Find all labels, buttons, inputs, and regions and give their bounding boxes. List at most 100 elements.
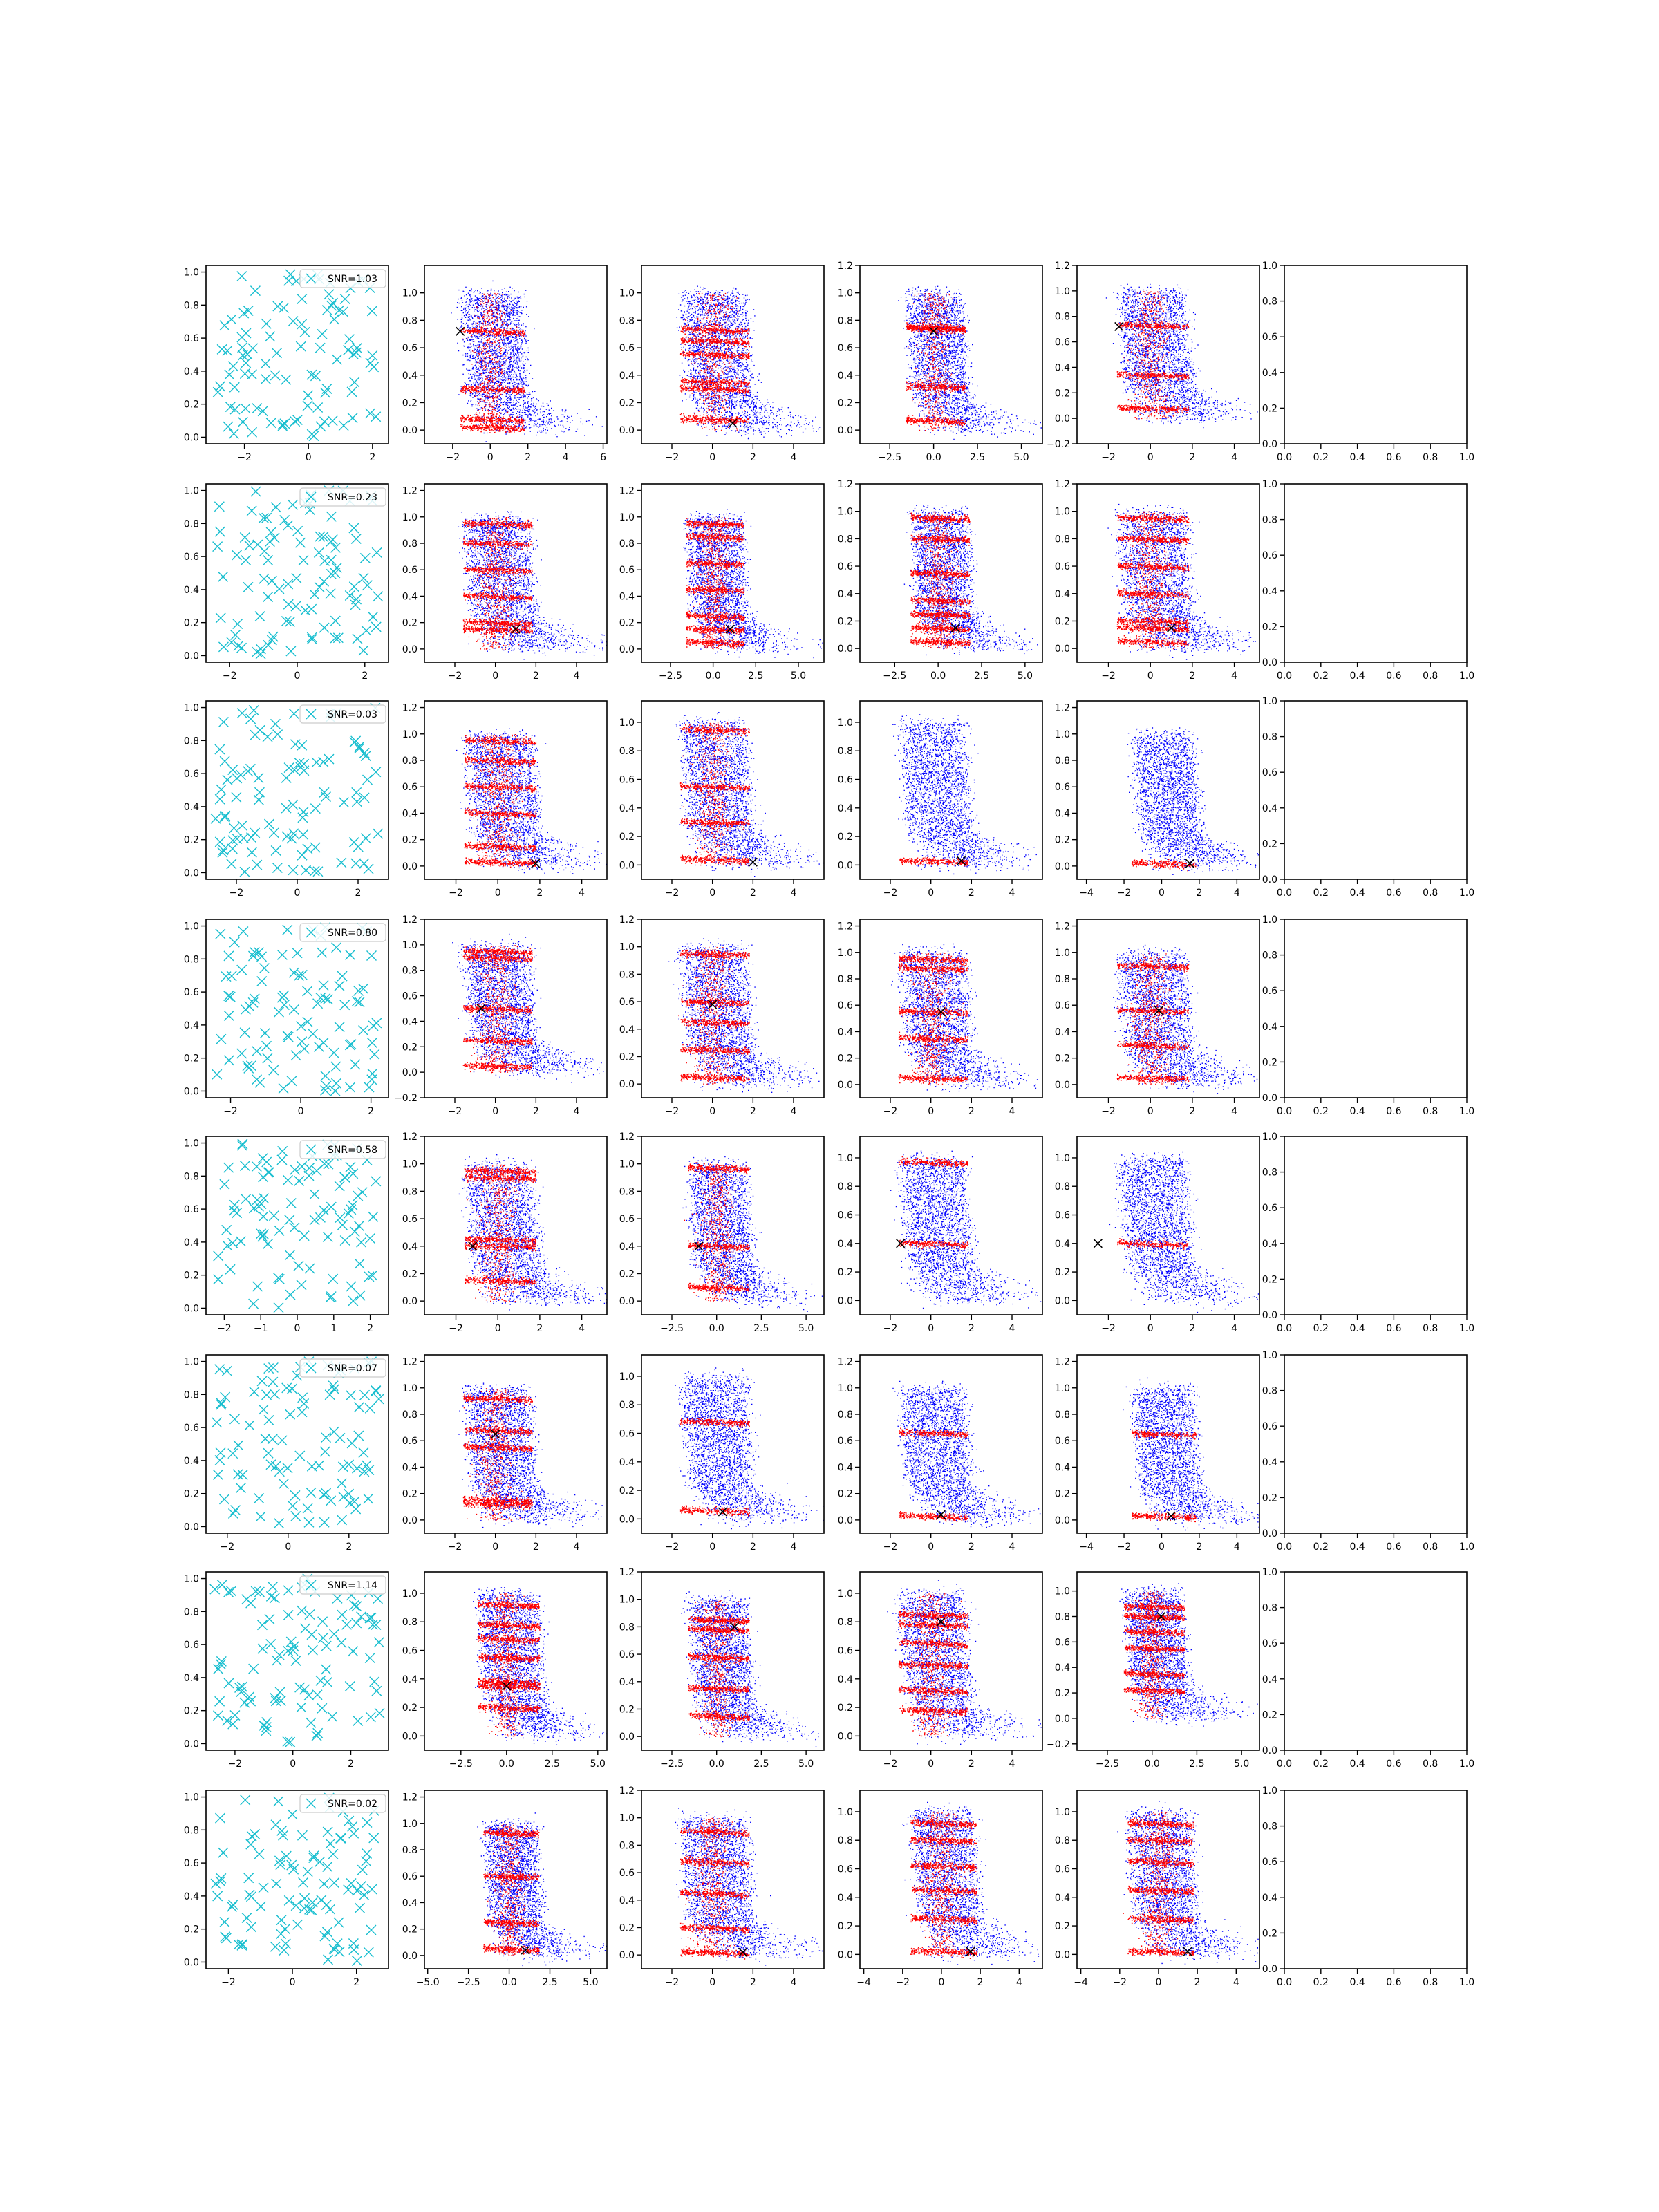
x-tick-label: 0 bbox=[306, 452, 312, 463]
y-tick-label: 1.2 bbox=[619, 486, 635, 497]
axes-frame bbox=[206, 1355, 388, 1533]
y-tick-label: 1.0 bbox=[1055, 1153, 1070, 1164]
y-tick-label: 1.0 bbox=[838, 1383, 853, 1394]
y-tick-label: 0.6 bbox=[402, 1646, 418, 1657]
cross-point bbox=[288, 1384, 297, 1394]
cross-point bbox=[270, 533, 279, 543]
plot-area bbox=[211, 703, 383, 877]
cross-point bbox=[368, 350, 377, 360]
cross-point bbox=[303, 1867, 312, 1877]
y-tick-label: 0.4 bbox=[1262, 368, 1277, 379]
y-tick-label: 0.8 bbox=[1262, 950, 1277, 962]
cross-point bbox=[310, 371, 320, 381]
legend-label: SNR=0.07 bbox=[328, 1363, 377, 1374]
x-tick-label: 1.0 bbox=[1459, 1541, 1474, 1553]
y-tick-label: 0.6 bbox=[838, 775, 853, 786]
cross-point bbox=[288, 1810, 297, 1819]
cross-point bbox=[373, 829, 383, 838]
x-tick-label: 2.5 bbox=[542, 1977, 557, 1988]
legend-label: SNR=1.03 bbox=[328, 274, 377, 285]
cross-point bbox=[288, 1501, 298, 1511]
y-tick-label: 1.0 bbox=[619, 1371, 635, 1382]
cross-point bbox=[250, 1387, 259, 1397]
y-tick-label: 0.2 bbox=[402, 835, 418, 846]
cross-point bbox=[286, 646, 296, 656]
y-tick-label: 0.4 bbox=[619, 1241, 635, 1253]
cross-point bbox=[280, 1924, 290, 1934]
subplot-r7-c1: −5.0 −2.5 0.0 2.5 5.00.00.20.40.60.81.01.2 bbox=[402, 1790, 628, 1988]
cross-point bbox=[268, 1377, 278, 1387]
cross-point bbox=[313, 402, 323, 412]
x-tick-label: 0.0 bbox=[1277, 1541, 1292, 1553]
y-tick-label: 0.2 bbox=[402, 1489, 418, 1500]
cross-point bbox=[216, 1398, 226, 1408]
cross-point bbox=[218, 1848, 228, 1857]
cross-point bbox=[257, 976, 267, 986]
y-tick-label: 0.2 bbox=[838, 1703, 853, 1714]
y-tick-label: 0.6 bbox=[1262, 1421, 1277, 1432]
x-tick-label: 0.0 bbox=[501, 1977, 516, 1988]
cross-point bbox=[270, 719, 280, 729]
y-tick-label: 0.0 bbox=[184, 650, 199, 662]
plot-area bbox=[904, 505, 1069, 656]
y-tick-label: 0.6 bbox=[184, 1640, 199, 1651]
x-tick-label: 5.0 bbox=[798, 1759, 814, 1770]
y-tick-label: 0.6 bbox=[838, 343, 853, 354]
cross-point bbox=[247, 833, 256, 843]
cross-point bbox=[225, 370, 234, 379]
x-tick-label: 2 bbox=[533, 671, 539, 682]
x-tick-label: −2 bbox=[237, 452, 252, 463]
x-tick-label: 4 bbox=[1231, 452, 1237, 463]
y-tick-label: 0.6 bbox=[619, 1214, 635, 1225]
y-tick-label: 1.0 bbox=[184, 1357, 199, 1368]
plot-area bbox=[684, 509, 831, 663]
cross-point bbox=[283, 1586, 293, 1595]
cross-point bbox=[335, 981, 344, 991]
y-tick-label: 1.0 bbox=[1055, 1383, 1070, 1394]
cross-point bbox=[361, 834, 371, 843]
cross-point bbox=[220, 812, 229, 822]
cross-point bbox=[359, 1448, 368, 1458]
y-tick-label: 0.8 bbox=[184, 1171, 199, 1182]
y-tick-label: 0.4 bbox=[838, 1893, 853, 1904]
cross-point bbox=[241, 358, 251, 368]
y-tick-label: 1.2 bbox=[402, 486, 418, 497]
x-tick-label: 0 bbox=[290, 1759, 296, 1770]
y-tick-label: 1.0 bbox=[838, 948, 853, 959]
cross-point bbox=[285, 1409, 295, 1419]
x-tick-label: −2 bbox=[1117, 1541, 1132, 1553]
cross-point bbox=[292, 573, 301, 583]
y-tick-label: 0.6 bbox=[184, 769, 199, 780]
y-tick-label: 0.8 bbox=[1262, 515, 1277, 526]
cross-point bbox=[367, 1038, 377, 1048]
cross-point bbox=[232, 550, 241, 560]
legend-label: SNR=0.03 bbox=[328, 709, 377, 720]
cross-point bbox=[335, 1181, 344, 1191]
y-tick-label: 0.6 bbox=[838, 1864, 853, 1875]
y-tick-label: 0.0 bbox=[1262, 657, 1277, 668]
cross-point bbox=[367, 306, 377, 316]
x-tick-label: 0 bbox=[928, 888, 934, 899]
cross-point bbox=[323, 1677, 332, 1687]
cross-point bbox=[261, 319, 271, 328]
y-tick-label: 0.8 bbox=[1055, 974, 1070, 985]
cross-point bbox=[318, 1617, 328, 1627]
subplot-r5-c3: −2 0 2 40.00.20.40.60.81.01.2 bbox=[838, 1355, 1081, 1553]
y-tick-label: 0.4 bbox=[1055, 1027, 1070, 1038]
cross-point bbox=[350, 1060, 360, 1069]
y-tick-label: 1.0 bbox=[619, 288, 635, 299]
y-tick-label: 0.4 bbox=[838, 589, 853, 600]
y-tick-label: 1.0 bbox=[184, 1138, 199, 1150]
axes-frame bbox=[1077, 1136, 1259, 1315]
cross-point bbox=[241, 328, 251, 338]
axes-frame bbox=[860, 919, 1042, 1098]
background-points bbox=[668, 939, 850, 1094]
y-tick-label: 0.4 bbox=[619, 1457, 635, 1468]
x-tick-label: 1.0 bbox=[1459, 1977, 1474, 1988]
cross-point bbox=[240, 1028, 250, 1038]
x-tick-label: −2 bbox=[1112, 1977, 1127, 1988]
y-tick-label: 1.0 bbox=[1055, 729, 1070, 740]
cross-point bbox=[228, 362, 238, 371]
y-tick-label: 0.0 bbox=[619, 1732, 635, 1743]
y-tick-label: 0.8 bbox=[838, 1181, 853, 1192]
